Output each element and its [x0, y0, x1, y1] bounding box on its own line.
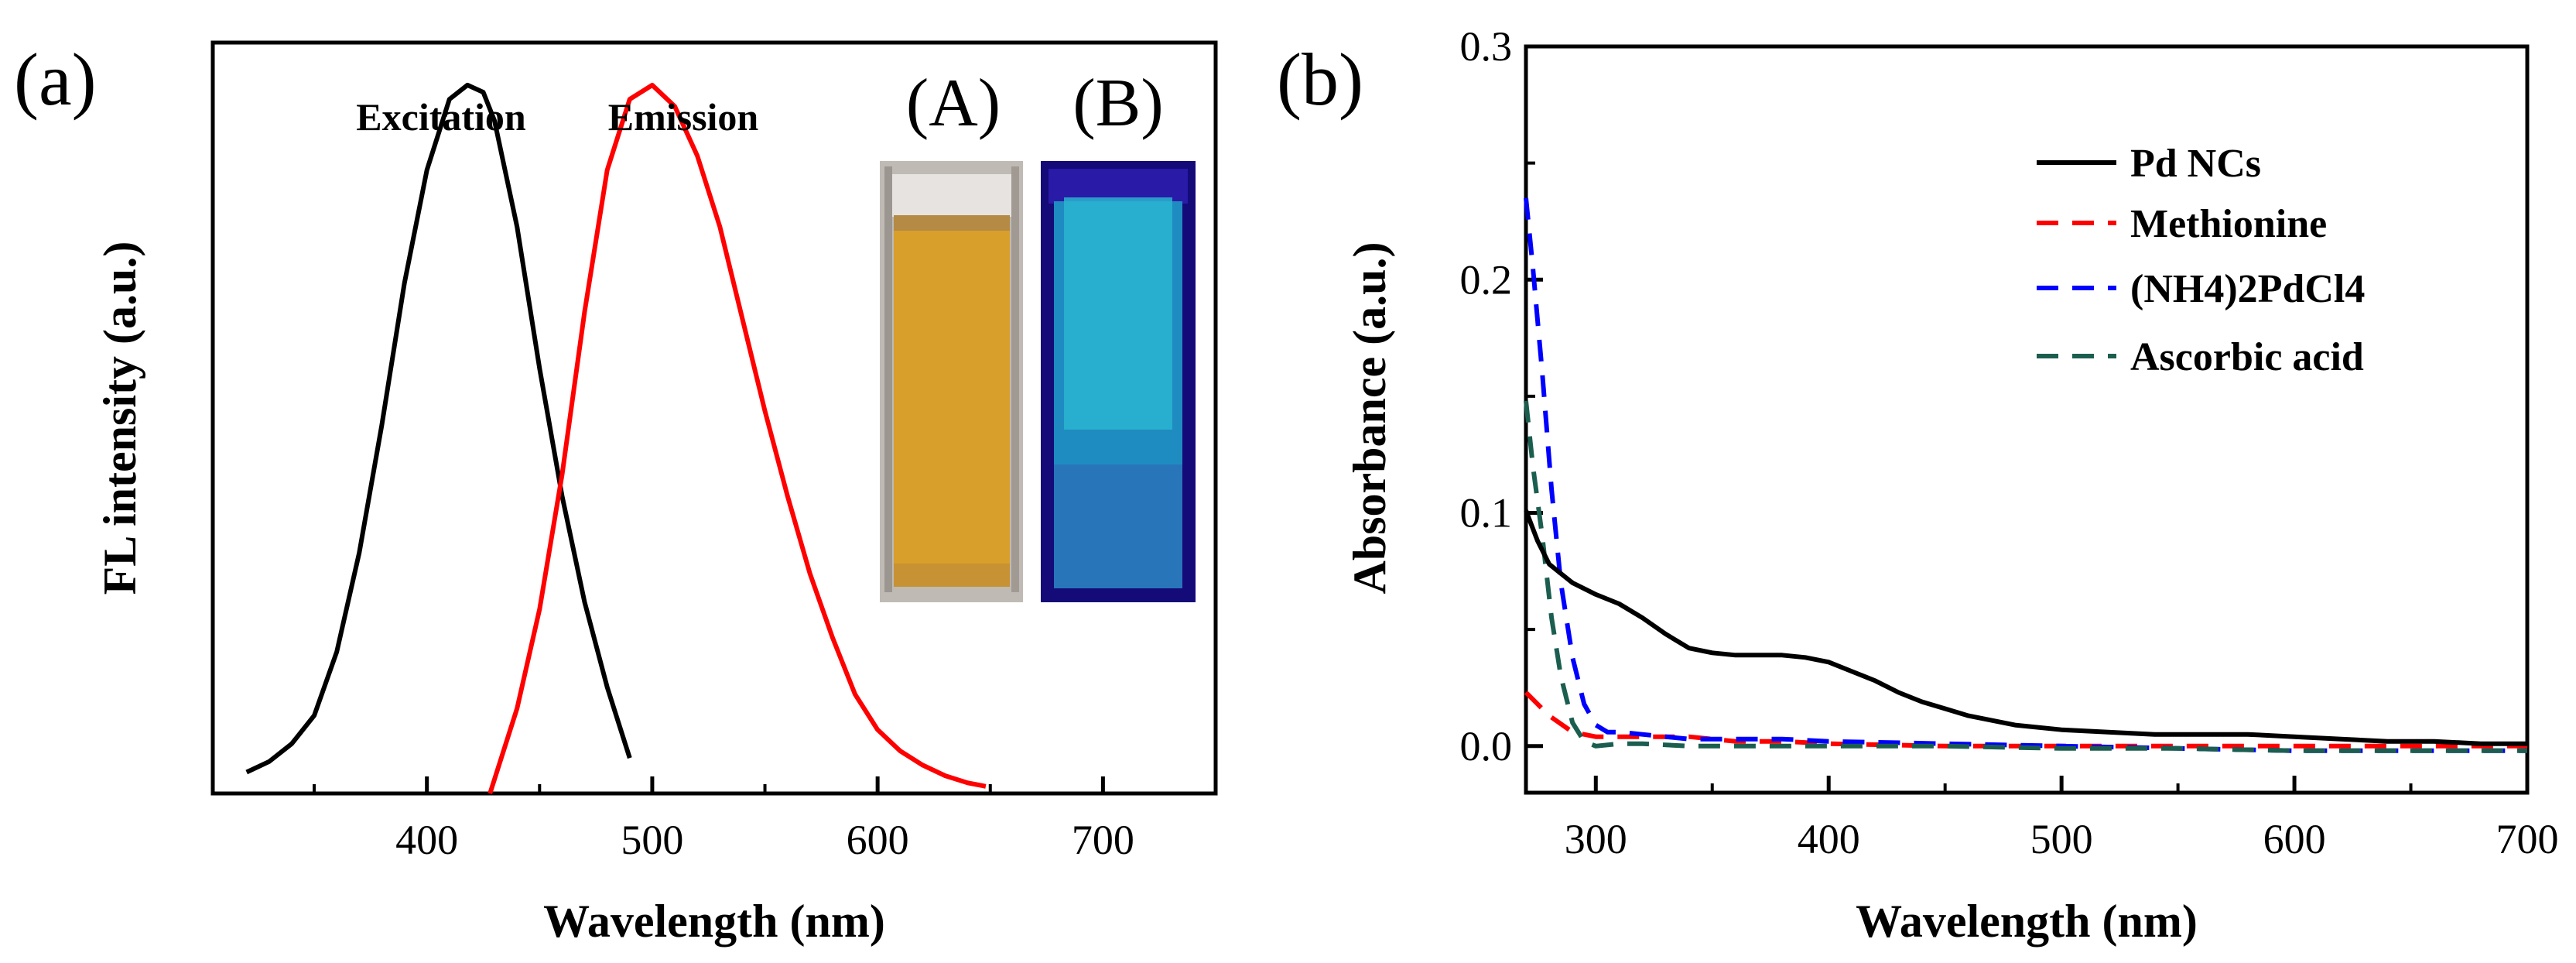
panel-b-y-tick-label-0: 0.0 [1460, 723, 1513, 769]
panel-a-x-ticks: 400 500 600 700 [313, 776, 1217, 863]
inset-photo-a: (A) [880, 66, 1023, 602]
panel-a-series [245, 82, 987, 794]
panel-b-x-tick-label-700: 700 [2496, 816, 2559, 862]
panel-b-x-axis-label: Wavelength (nm) [1856, 896, 2198, 947]
panel-b-y-tick-label-3: 0.3 [1460, 23, 1513, 70]
panel-b-x-tick-label-600: 600 [2263, 816, 2326, 862]
panel-a-x-tick-label-700: 700 [1072, 817, 1134, 863]
panel-b-series [1524, 197, 2527, 753]
panel-b-y-axis-label: Absorbance (a.u.) [1344, 242, 1395, 594]
panel-a-series-line-emission [487, 82, 987, 794]
panel-a-series-line-excitation [245, 82, 632, 775]
panel-b-series-line-pd-ncs [1524, 509, 2527, 746]
panel-b-x-tick-label-400: 400 [1798, 816, 1860, 862]
panel-b-x-tick-label-500: 500 [2030, 816, 2093, 862]
inset-photo-b: (B) [1041, 66, 1196, 602]
panel-b-y-ticks: 0.0 0.1 0.2 0.3 [1460, 23, 1543, 769]
annotation-excitation: Excitation [356, 95, 526, 139]
legend-label-methionine: Methionine [2130, 202, 2327, 246]
panel-a-axes-frame [210, 40, 1218, 796]
panel-b-legend: Pd NCs Methionine (NH4)2PdCl4 Ascorbic a… [2037, 142, 2365, 379]
panel-a-x-tick-label-600: 600 [847, 817, 909, 863]
panel-a-x-tick-label-400: 400 [395, 817, 458, 863]
panel-b-series-line-nh4-2pdcl4 [1524, 197, 2527, 753]
legend-label-pd-ncs: Pd NCs [2130, 142, 2261, 186]
inset-photo-a-label: (A) [906, 66, 1001, 141]
panel-b-label: (b) [1277, 38, 1363, 121]
panel-a-label: (a) [14, 38, 97, 121]
panel-b-x-tick-label-300: 300 [1565, 816, 1627, 862]
panel-b: (b) 300 400 500 600 700 0.0 0.1 0.2 0.3 Wavelen… [1277, 23, 2559, 947]
panel-b-series-line-ascorbic-acid [1524, 400, 2527, 753]
annotation-emission: Emission [608, 95, 759, 139]
panel-a-x-tick-label-500: 500 [621, 817, 683, 863]
legend-label-nh4-2-pdcl4: (NH4)2PdCl4 [2130, 267, 2365, 311]
legend-label-ascorbic-acid: Ascorbic acid [2130, 335, 2364, 379]
panel-b-x-ticks: 300 400 500 600 700 [1565, 776, 2559, 862]
panel-a: (a) 400 500 600 700 Wavelength (nm) FL inte… [14, 38, 1218, 947]
panel-a-y-axis-label: FL intensity (a.u.) [94, 242, 145, 595]
inset-photo-b-label: (B) [1072, 66, 1163, 141]
panel-b-y-tick-label-1: 0.1 [1460, 490, 1513, 536]
panel-a-x-axis-label: Wavelength (nm) [543, 896, 885, 947]
panel-b-axes-frame [1524, 44, 2530, 795]
panel-b-y-tick-label-2: 0.2 [1460, 256, 1513, 303]
